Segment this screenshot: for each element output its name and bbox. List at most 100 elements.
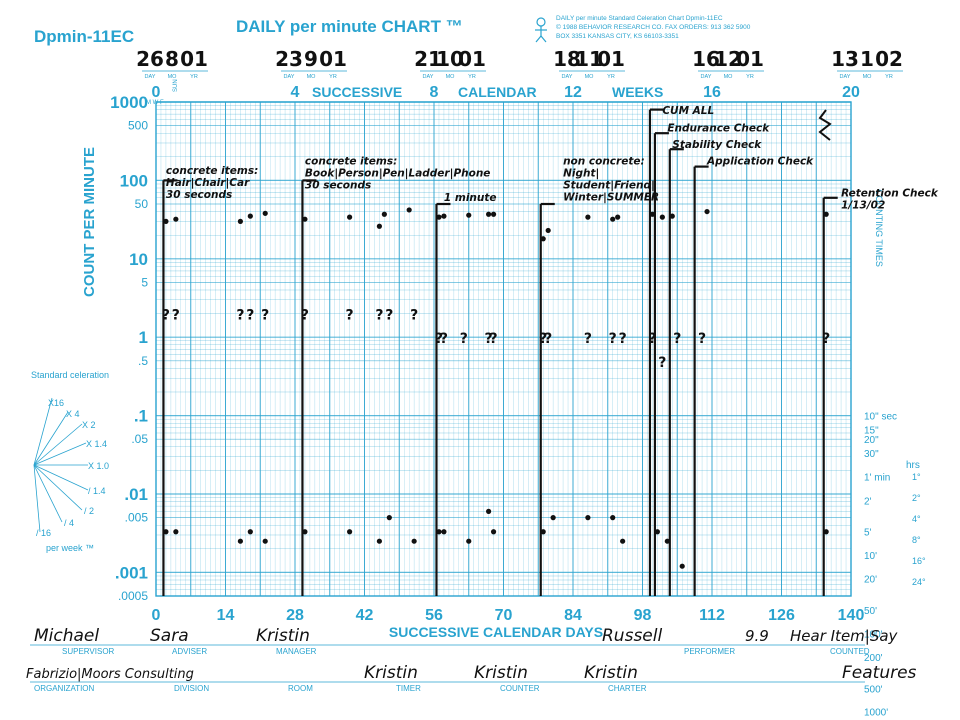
publisher-line-1: DAILY per minute Standard Celeration Cha…	[556, 15, 723, 22]
data-point	[173, 216, 179, 222]
time-tick-label: 200'	[864, 653, 883, 664]
date-day: 18	[553, 47, 581, 71]
annotation-text: concrete items:	[166, 165, 258, 177]
x-tick-label: 140	[838, 607, 865, 624]
adviser-value: Sara	[150, 626, 189, 646]
room-label: ROOM	[288, 684, 313, 693]
time-tick-label: 50'	[864, 606, 877, 617]
time-tick-label: 500'	[864, 685, 883, 696]
data-point	[302, 529, 308, 535]
date-yr: 01	[736, 47, 764, 71]
hrs-tick-label: 2°	[912, 493, 921, 503]
date-mo: 1	[860, 47, 874, 71]
performer-age-value: 9.9	[745, 627, 769, 645]
top-axis-title-successive: SUCCESSIVE	[312, 84, 402, 100]
timer-value: Kristin	[364, 663, 418, 683]
data-point	[441, 213, 447, 219]
data-point	[386, 515, 392, 521]
data-mark-question: ?	[375, 308, 383, 324]
right-axis-title: COUNTING TIMES	[874, 189, 884, 267]
data-mark-question: ?	[658, 355, 666, 371]
series-1: ?????????????????????????	[162, 308, 830, 371]
axis-break-mark	[818, 109, 832, 141]
time-tick-label: 15"	[864, 425, 879, 436]
chart-grid	[155, 101, 852, 597]
data-point	[237, 538, 243, 544]
data-point	[381, 211, 387, 217]
data-point	[302, 216, 308, 222]
chart-id: Dpmin-11EC	[34, 27, 134, 46]
data-point	[585, 515, 591, 521]
week-tick-label: 12	[564, 84, 582, 101]
annotation-text: 30 seconds	[305, 179, 371, 191]
hrs-tick-label: 8°	[912, 535, 921, 545]
annotation-text: Endurance Check	[667, 123, 770, 135]
charter-value: Kristin	[584, 663, 638, 683]
week-tick-label: 16	[703, 84, 721, 101]
data-point	[466, 212, 472, 218]
week-tick-label: 4	[291, 84, 300, 101]
y-tick-label: .5	[138, 354, 148, 368]
data-point	[262, 210, 268, 216]
data-point	[163, 218, 169, 224]
fan-label-x1-0: X 1.0	[88, 461, 109, 471]
data-mark-question: ?	[440, 331, 448, 347]
data-point	[823, 529, 829, 535]
data-mark-question: ?	[460, 331, 468, 347]
date-mo: 9	[304, 47, 318, 71]
counter-value: Kristin	[474, 663, 528, 683]
data-mark-question: ?	[435, 331, 443, 347]
date-yr-label: YR	[885, 74, 893, 80]
data-point	[411, 538, 417, 544]
series-0	[163, 207, 829, 242]
footer-fields: SUPERVISOR Michael ADVISER Sara MANAGER …	[26, 626, 917, 693]
data-point	[610, 515, 616, 521]
y-tick-label: .001	[115, 563, 148, 582]
annotation-text: Hair|Chair|Car	[166, 177, 250, 189]
data-mark-question: ?	[539, 331, 547, 347]
x-axis-title: SUCCESSIVE CALENDAR DAYS	[389, 624, 603, 640]
data-mark-question: ?	[584, 331, 592, 347]
data-mark-question: ?	[385, 308, 393, 324]
date-yr: 01	[458, 47, 486, 71]
data-mark-question: ?	[410, 308, 418, 324]
data-mark-question: ?	[648, 331, 656, 347]
annotation-text: Book|Person|Pen|Ladder|Phone	[305, 167, 491, 179]
fan-label-x16: X16	[48, 398, 64, 408]
phase-lines	[162, 108, 838, 596]
fan-line	[33, 464, 83, 511]
date-yr: 01	[597, 47, 625, 71]
fan-label-x2: X 2	[82, 420, 96, 430]
y-tick-label: 10	[129, 250, 148, 269]
data-point	[486, 211, 492, 217]
fan-line	[33, 464, 41, 533]
y-tick-label: .005	[125, 511, 149, 525]
week-tick-label: 20	[842, 84, 860, 101]
fan-line	[33, 464, 89, 491]
data-point	[376, 223, 382, 229]
timer-label: TIMER	[396, 684, 421, 693]
date-day-label: DAY	[423, 74, 434, 80]
annotation-text: 1/13/02	[841, 200, 885, 212]
time-tick-label: 5'	[864, 528, 872, 539]
date-day: 13	[831, 47, 859, 71]
sun-label: SUN	[173, 79, 179, 92]
charter-label: CHARTER	[608, 684, 647, 693]
counter-label: COUNTER	[500, 684, 540, 693]
publisher-logo-icon	[535, 17, 547, 43]
organization-label: ORGANIZATION	[34, 684, 95, 693]
annotation-text: Night|	[563, 167, 599, 179]
publisher-line-3: BOX 3351 KANSAS CITY, KS 66103-3351	[556, 33, 679, 40]
date-day: 26	[136, 47, 164, 71]
chart-title: DAILY per minute CHART ™	[236, 17, 463, 36]
y-tick-label: .05	[131, 432, 148, 446]
date-mo-label: MO	[168, 74, 178, 80]
division-label: DIVISION	[174, 684, 209, 693]
data-point	[406, 207, 412, 213]
date-mo-label: MO	[863, 74, 873, 80]
